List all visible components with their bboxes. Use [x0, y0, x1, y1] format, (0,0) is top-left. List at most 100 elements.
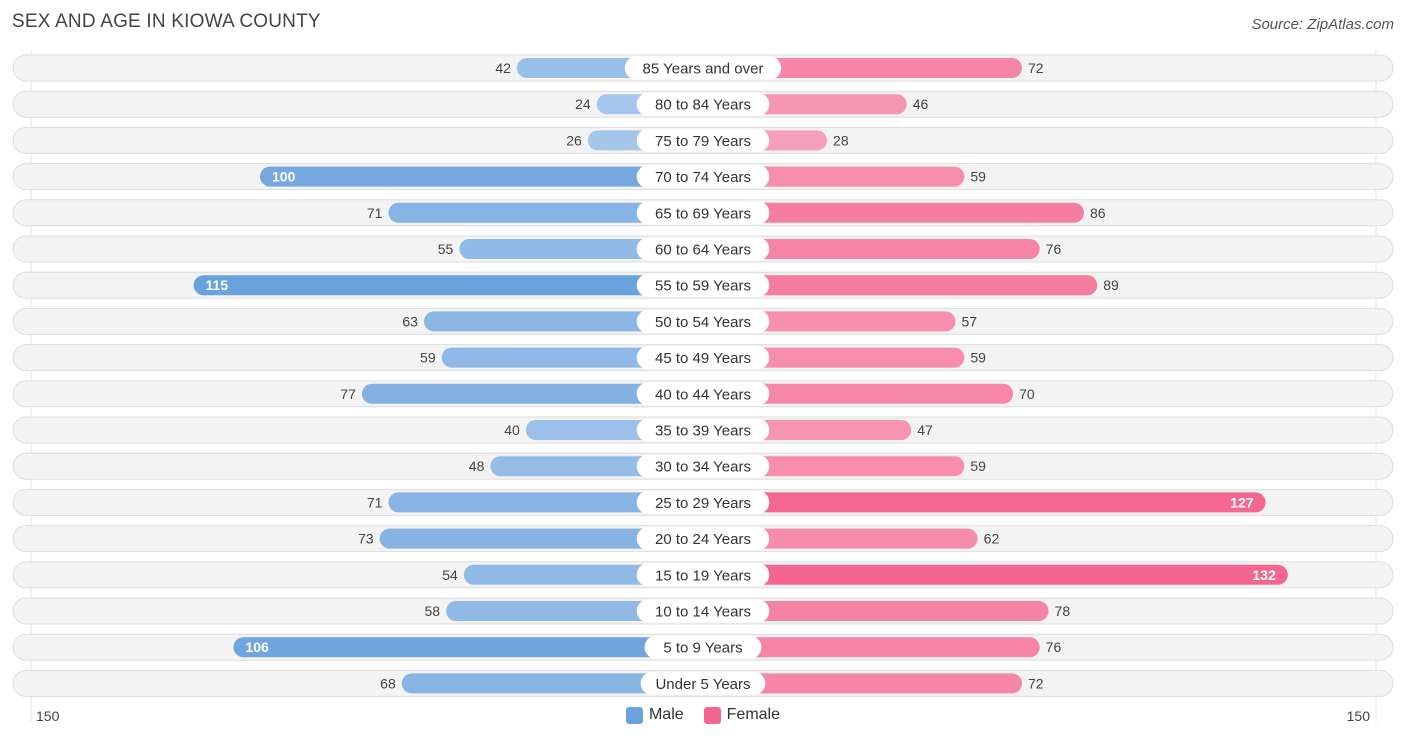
category-label: 15 to 19 Years [655, 567, 751, 584]
data-label-male: 58 [424, 603, 440, 619]
data-label-male: 42 [495, 60, 511, 76]
category-label-pill [636, 165, 770, 189]
bar-female[interactable] [703, 601, 1049, 621]
data-label-male: 71 [367, 205, 383, 221]
bar-male[interactable] [401, 673, 703, 694]
data-label-male: 26 [566, 132, 582, 148]
axis-tick-right: 150 [1347, 708, 1371, 724]
category-label-pill [636, 382, 770, 406]
category-label-pill [640, 671, 766, 695]
category-label: 55 to 59 Years [655, 278, 751, 295]
axis-tick-left: 150 [36, 708, 60, 724]
data-label-male: 115 [206, 277, 229, 293]
data-label-female: 72 [1028, 60, 1044, 76]
data-label-female: 46 [913, 96, 929, 112]
legend-swatch-male [625, 706, 643, 724]
bar-female[interactable] [703, 492, 1266, 513]
bar-male[interactable] [388, 202, 703, 223]
bar-male[interactable] [193, 275, 704, 296]
data-label-male: 55 [438, 241, 454, 257]
data-label-male: 24 [575, 96, 591, 112]
data-label-male: 68 [380, 675, 396, 691]
category-label-pill [624, 56, 782, 80]
category-label: 40 to 44 Years [655, 386, 751, 403]
data-label-female: 59 [970, 350, 986, 366]
bar-female[interactable] [703, 673, 1022, 694]
bar-male[interactable] [361, 383, 703, 404]
category-label: 20 to 24 Years [655, 531, 751, 548]
category-label: 5 to 9 Years [663, 640, 742, 657]
data-label-male: 100 [272, 169, 296, 185]
bar-male[interactable] [441, 347, 703, 368]
legend-swatch-female [703, 706, 721, 724]
data-label-female: 127 [1230, 494, 1254, 510]
category-label: 10 to 14 Years [655, 604, 751, 621]
bar-female[interactable] [703, 528, 978, 549]
legend-label-male: Male [648, 706, 684, 723]
category-label-pill [636, 92, 770, 116]
data-label-male: 48 [469, 458, 485, 474]
category-label: 45 to 49 Years [655, 350, 751, 367]
category-label: 30 to 34 Years [655, 459, 751, 476]
bar-male[interactable] [379, 528, 703, 549]
category-label-pill [644, 635, 762, 659]
bar-male[interactable] [423, 311, 703, 332]
bar-male[interactable] [388, 492, 703, 513]
category-label-pill [636, 273, 770, 297]
bar-female[interactable] [703, 347, 965, 368]
data-label-female: 78 [1055, 603, 1071, 619]
data-label-female: 59 [970, 169, 986, 185]
bar-female[interactable] [703, 239, 1040, 259]
legend-label-female: Female [726, 706, 781, 723]
category-label-pill [636, 309, 770, 333]
category-label-pill [636, 563, 770, 587]
data-label-female: 72 [1028, 675, 1044, 691]
source-label: Source: ZipAtlas.com [1251, 16, 1394, 33]
bar-female[interactable] [703, 564, 1288, 585]
category-label: 80 to 84 Years [655, 97, 751, 114]
category-label: 60 to 64 Years [655, 242, 751, 259]
data-label-male: 77 [340, 386, 356, 402]
category-label-pill [636, 237, 770, 261]
data-label-female: 89 [1103, 277, 1119, 293]
data-label-male: 63 [402, 313, 418, 329]
data-label-female: 28 [833, 132, 849, 148]
data-label-female: 86 [1090, 205, 1106, 221]
bar-female[interactable] [703, 202, 1084, 223]
data-label-male: 59 [420, 350, 436, 366]
category-label: 65 to 69 Years [655, 205, 751, 222]
category-label-pill [636, 418, 770, 442]
bar-female[interactable] [703, 383, 1014, 404]
legend: Male Female [0, 704, 1406, 726]
legend-item-female[interactable]: Female [703, 706, 781, 724]
category-label: 35 to 39 Years [655, 423, 751, 440]
data-label-male: 40 [504, 422, 520, 438]
data-label-female: 76 [1046, 639, 1062, 655]
data-label-female: 70 [1019, 386, 1035, 402]
bar-female[interactable] [703, 58, 1022, 78]
category-label-pill [636, 128, 770, 152]
data-label-male: 106 [245, 639, 269, 655]
data-label-female: 47 [917, 422, 933, 438]
bar-female[interactable] [703, 275, 1098, 296]
data-label-male: 71 [367, 494, 383, 510]
bar-female[interactable] [703, 166, 965, 187]
data-label-female: 62 [984, 531, 1000, 547]
bar-female[interactable] [703, 637, 1040, 658]
category-label: 85 Years and over [643, 61, 764, 78]
bar-female[interactable] [703, 456, 965, 477]
data-label-female: 57 [962, 313, 978, 329]
category-label-pill [636, 599, 770, 623]
bar-male[interactable] [260, 166, 703, 187]
data-label-male: 54 [442, 567, 458, 583]
category-label-pill [636, 346, 770, 370]
category-label: 25 to 29 Years [655, 495, 751, 512]
data-label-female: 132 [1252, 567, 1276, 583]
chart-title: SEX AND AGE IN KIOWA COUNTY [12, 11, 321, 32]
category-label: 70 to 74 Years [655, 169, 751, 186]
category-label-pill [636, 490, 770, 514]
data-label-female: 76 [1046, 241, 1062, 257]
legend-item-male[interactable]: Male [625, 706, 684, 724]
bar-male[interactable] [233, 637, 704, 658]
